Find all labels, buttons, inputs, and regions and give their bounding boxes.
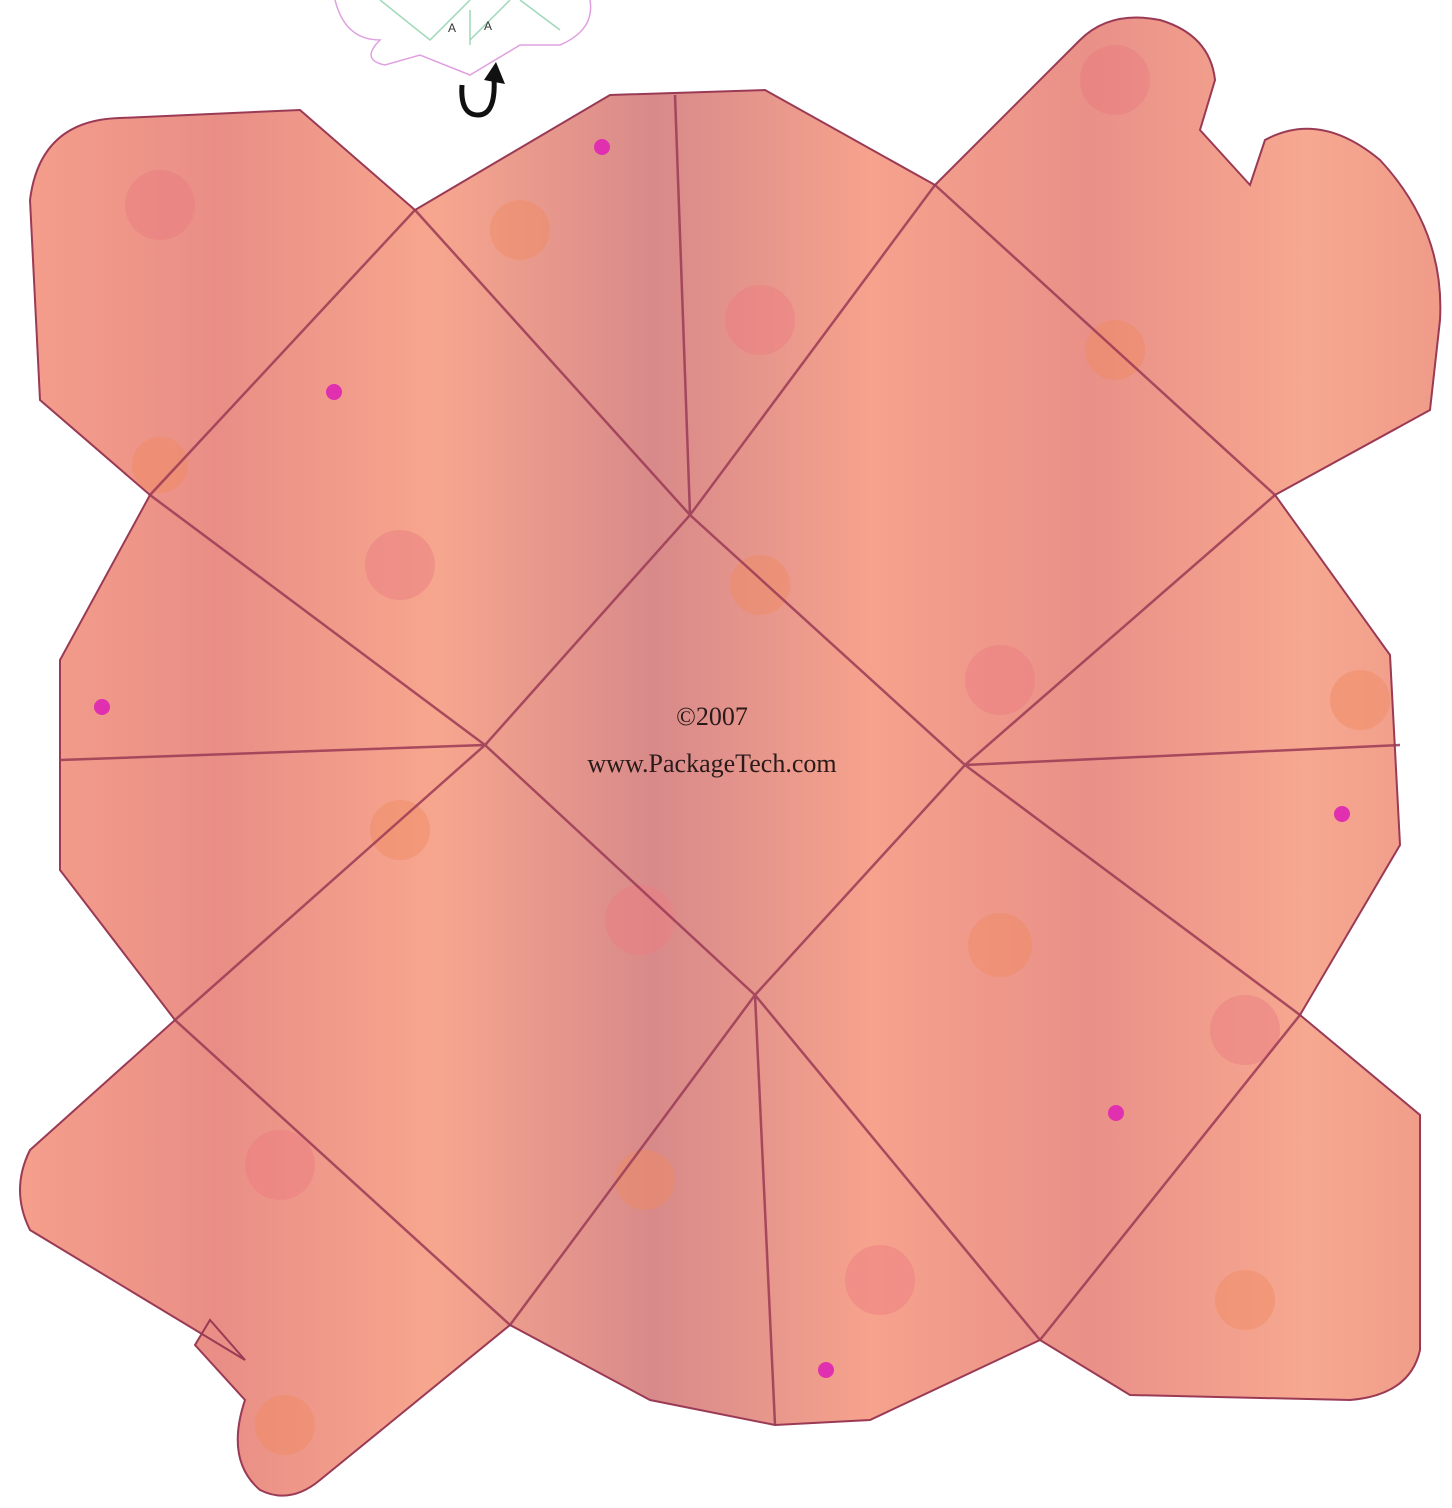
glue-dot bbox=[818, 1362, 834, 1378]
fold-arrow bbox=[459, 77, 497, 118]
preview-label: A bbox=[484, 19, 492, 33]
glue-dot bbox=[594, 139, 610, 155]
fold-path bbox=[59, 94, 1401, 1426]
glue-dot bbox=[94, 699, 110, 715]
preview-outline bbox=[334, 0, 592, 76]
glue-dot bbox=[326, 384, 342, 400]
preview-label: A bbox=[448, 21, 456, 35]
glue-dot bbox=[1108, 1105, 1124, 1121]
glue-dot bbox=[1334, 806, 1350, 822]
fold-arrow-head bbox=[484, 62, 505, 84]
top-preview: A A bbox=[334, 0, 592, 118]
website: www.PackageTech.com bbox=[587, 749, 836, 778]
preview-folds bbox=[379, 0, 561, 45]
fold-lines bbox=[59, 94, 1401, 1426]
glue-dots bbox=[94, 139, 1350, 1378]
copyright: ©2007 bbox=[676, 702, 748, 731]
